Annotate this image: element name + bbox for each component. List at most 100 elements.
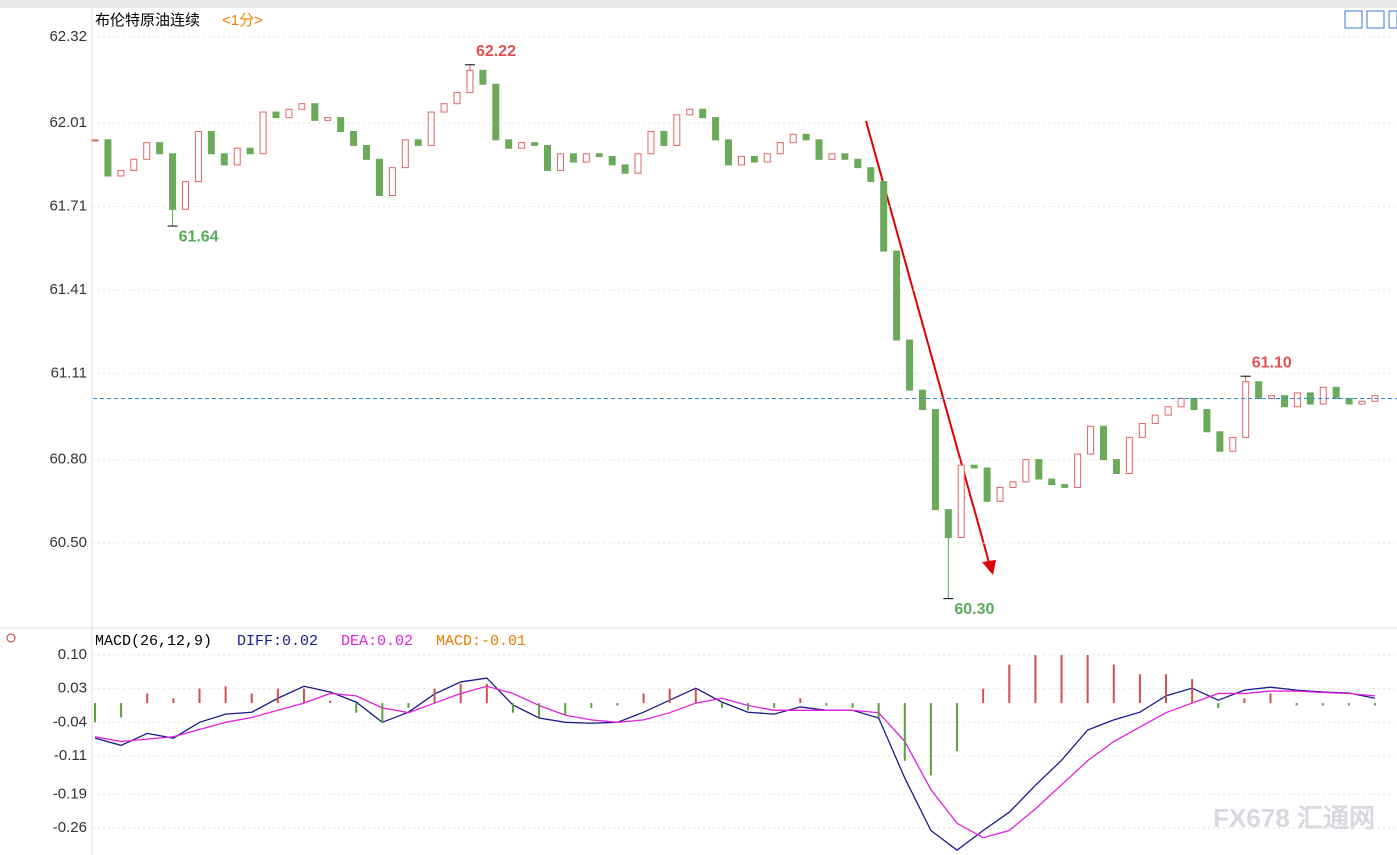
tab-strip xyxy=(0,0,1397,8)
candle-body xyxy=(841,153,849,160)
candle-body xyxy=(324,117,332,121)
candle-body xyxy=(246,147,254,155)
candle-body xyxy=(466,69,474,94)
candle-body xyxy=(363,144,371,160)
icon-button[interactable] xyxy=(1344,10,1363,29)
candle-body xyxy=(130,158,138,171)
extreme-label: 61.64 xyxy=(179,228,219,245)
extreme-label: 61.10 xyxy=(1252,354,1292,371)
y-tick-label: 60.80 xyxy=(49,451,87,468)
candle-body xyxy=(737,156,745,166)
candle-body xyxy=(1242,381,1250,438)
candle-body xyxy=(906,339,914,391)
candle-body xyxy=(298,103,306,110)
candle-body xyxy=(1009,481,1017,488)
macd-line xyxy=(94,685,1376,839)
icon-button[interactable] xyxy=(1388,10,1397,29)
candle-body xyxy=(815,139,823,160)
candle-body xyxy=(725,139,733,166)
candle-body xyxy=(776,142,784,155)
candle-body xyxy=(427,111,435,146)
candle-body xyxy=(492,83,500,141)
candle-body xyxy=(1022,459,1030,483)
candle-body xyxy=(207,131,215,155)
candle-body xyxy=(556,153,564,171)
candle-body xyxy=(880,181,888,252)
candle-body xyxy=(595,153,603,158)
candle-body xyxy=(1229,436,1237,452)
chart-title: 布伦特原油连续 xyxy=(95,12,200,29)
candle-body xyxy=(233,147,241,166)
candle-body xyxy=(1293,392,1301,408)
settings-icon[interactable] xyxy=(6,633,16,643)
y-tick-label: -0.04 xyxy=(53,713,87,730)
candle-body xyxy=(1358,400,1366,405)
candle-body xyxy=(505,139,513,149)
candle-body xyxy=(970,464,978,469)
candle-body xyxy=(1061,484,1069,488)
candle-body xyxy=(1319,386,1327,405)
y-tick-label: 61.11 xyxy=(51,364,87,381)
y-tick-label: 0.03 xyxy=(58,680,87,697)
candle-body xyxy=(91,139,99,142)
candle-body xyxy=(1332,386,1340,399)
candle-body xyxy=(182,181,190,210)
candle-body xyxy=(893,250,901,341)
candle-body xyxy=(350,131,358,146)
candle-body xyxy=(259,111,267,155)
candle-body xyxy=(1151,414,1159,424)
candle-body xyxy=(401,139,409,169)
candle-body xyxy=(388,167,396,196)
candle-body xyxy=(414,139,422,146)
candle-body xyxy=(194,131,202,183)
candle-body xyxy=(531,142,539,146)
candle-body xyxy=(1112,459,1120,475)
candle-body xyxy=(544,144,552,171)
candle-body xyxy=(156,142,164,155)
extreme-label: 62.22 xyxy=(476,43,516,60)
candle-body xyxy=(634,153,642,174)
candle-body xyxy=(1164,406,1172,416)
macd-line xyxy=(94,677,1376,852)
candle-body xyxy=(931,409,939,511)
candle-body xyxy=(686,108,694,116)
candle-body xyxy=(1255,381,1263,399)
candle-body xyxy=(1216,431,1224,452)
candle-body xyxy=(569,153,577,163)
candle-body xyxy=(440,103,448,113)
y-tick-label: 62.32 xyxy=(49,28,87,45)
candle-body xyxy=(1048,478,1056,486)
y-tick-label: 61.41 xyxy=(49,281,87,298)
candle-body xyxy=(1177,397,1185,408)
candle-body xyxy=(647,131,655,155)
candle-body xyxy=(621,164,629,174)
candle-body xyxy=(582,153,590,163)
candle-body xyxy=(1280,395,1288,408)
candle-body xyxy=(1087,425,1095,455)
candle-body xyxy=(220,153,228,166)
candle-body xyxy=(944,509,952,538)
y-tick-label: 61.71 xyxy=(49,198,87,215)
candle-body xyxy=(996,486,1004,502)
candle-body xyxy=(285,108,293,119)
candle-body xyxy=(789,133,797,144)
candle-body xyxy=(802,133,810,141)
candle-body xyxy=(957,464,965,538)
candle-body xyxy=(660,131,668,146)
candle-body xyxy=(828,153,836,160)
legend-entry: DIFF:0.02 xyxy=(237,633,318,650)
extreme-label: 60.30 xyxy=(954,601,994,618)
candle-body xyxy=(854,158,862,169)
y-tick-label: 60.50 xyxy=(49,534,87,551)
candle-body xyxy=(867,167,875,183)
legend-entry: MACD:-0.01 xyxy=(436,633,526,650)
candle-body xyxy=(104,139,112,177)
candle-body xyxy=(1138,422,1146,438)
candle-body xyxy=(1074,453,1082,488)
legend-entry: DEA:0.02 xyxy=(341,633,413,650)
icon-button[interactable] xyxy=(1366,10,1385,29)
candle-body xyxy=(453,92,461,105)
y-tick-label: 0.10 xyxy=(58,646,87,663)
candle-body xyxy=(1345,397,1353,405)
